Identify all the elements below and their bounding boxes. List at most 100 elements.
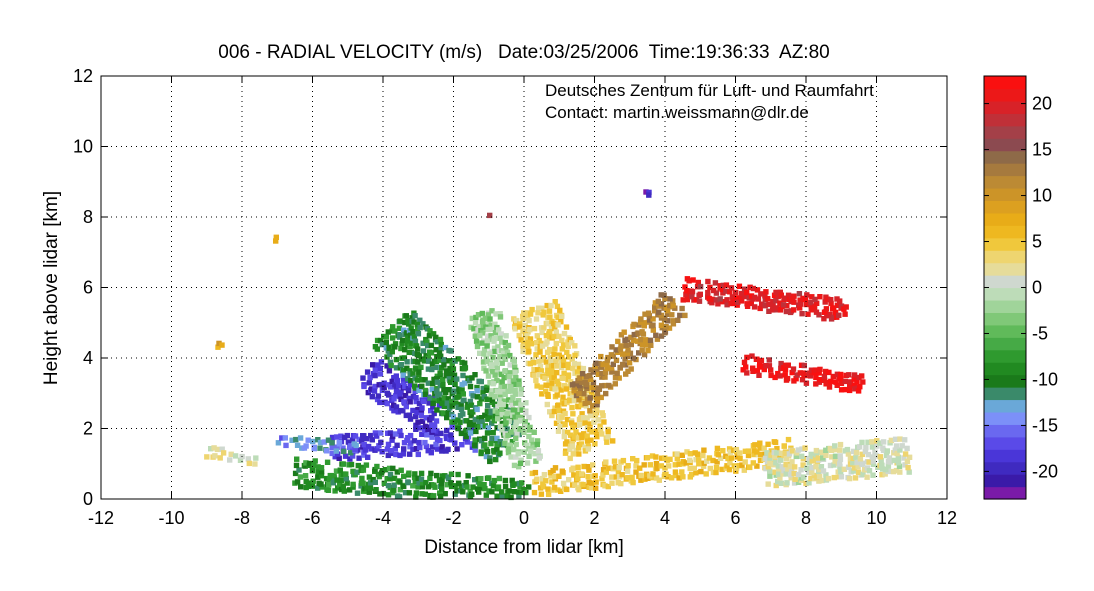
velocity-cell (880, 439, 887, 445)
velocity-cell (602, 382, 608, 389)
velocity-cell (602, 374, 608, 380)
velocity-cell (449, 403, 455, 409)
velocity-cell (217, 455, 223, 461)
velocity-cell (811, 304, 818, 311)
velocity-cell (401, 327, 407, 333)
velocity-cell (619, 472, 625, 478)
velocity-cell (625, 353, 631, 360)
velocity-cell (777, 289, 783, 295)
velocity-cell (340, 461, 347, 467)
velocity-cell (468, 413, 474, 419)
velocity-cell (748, 300, 754, 307)
velocity-cell (437, 357, 443, 363)
velocity-cell (639, 329, 645, 335)
velocity-cell (707, 284, 713, 291)
velocity-cell (850, 459, 856, 466)
velocity-cell (376, 443, 382, 449)
velocity-cell (805, 311, 811, 317)
velocity-cell (456, 393, 462, 400)
velocity-cell (354, 469, 360, 475)
velocity-cell (581, 391, 587, 397)
velocity-cell (544, 401, 550, 408)
velocity-cell (372, 372, 378, 379)
velocity-cell (583, 379, 589, 385)
x-tick-label: 4 (660, 508, 670, 528)
velocity-cell (791, 293, 797, 299)
velocity-cell (782, 295, 788, 301)
velocity-cell (492, 330, 499, 336)
velocity-cell (456, 389, 462, 395)
velocity-cell (554, 363, 560, 369)
velocity-cell (654, 465, 660, 471)
velocity-cell (579, 371, 586, 377)
velocity-cell (444, 414, 450, 421)
velocity-cell (576, 451, 582, 457)
velocity-cell (334, 477, 340, 483)
velocity-cell (857, 456, 864, 462)
velocity-cell (575, 361, 582, 368)
velocity-cell (854, 379, 860, 385)
velocity-cell (410, 371, 416, 377)
velocity-cell (680, 459, 686, 465)
velocity-cell (532, 451, 538, 457)
velocity-cell (531, 429, 537, 435)
velocity-cell (427, 475, 433, 482)
velocity-cell (487, 212, 493, 219)
velocity-cell (680, 474, 686, 480)
velocity-cell (393, 451, 399, 458)
velocity-cell (378, 359, 385, 365)
velocity-cell (400, 451, 407, 457)
velocity-cell (673, 472, 679, 479)
velocity-cell (547, 329, 553, 335)
velocity-cell (830, 373, 836, 380)
velocity-cell (518, 391, 524, 397)
velocity-cell (216, 340, 222, 347)
velocity-cell (324, 459, 331, 465)
velocity-cell (831, 462, 837, 468)
velocity-cell (369, 437, 375, 443)
velocity-cell (502, 431, 508, 437)
velocity-cell (863, 445, 869, 451)
velocity-cell (624, 350, 631, 356)
velocity-cell (586, 467, 592, 473)
velocity-cell (355, 447, 361, 453)
velocity-cell (502, 391, 508, 398)
velocity-cell (502, 440, 508, 446)
velocity-cell (413, 446, 420, 452)
velocity-cell (470, 393, 476, 399)
velocity-cell (631, 321, 637, 328)
velocity-cell (744, 289, 750, 296)
velocity-cell (862, 448, 869, 455)
velocity-cell (536, 358, 542, 365)
velocity-cell (419, 431, 425, 437)
velocity-cell (779, 464, 785, 470)
velocity-cell (443, 368, 450, 374)
velocity-cell (582, 448, 589, 454)
velocity-cell (842, 386, 848, 393)
velocity-cell (697, 283, 704, 290)
velocity-cell (467, 383, 474, 390)
velocity-cell (400, 407, 406, 414)
colorbar-tick-label: 10 (1032, 186, 1052, 206)
velocity-cell (383, 334, 389, 340)
velocity-cell (869, 454, 875, 460)
velocity-cell (742, 459, 748, 465)
velocity-cell (468, 402, 475, 408)
velocity-cell (499, 427, 505, 433)
velocity-cell (647, 462, 654, 468)
velocity-cell (452, 483, 458, 489)
velocity-cell (558, 319, 564, 325)
velocity-cell (516, 332, 522, 339)
velocity-cell (462, 365, 469, 371)
velocity-cell (492, 348, 498, 355)
velocity-cell (567, 455, 573, 462)
velocity-cell (502, 483, 509, 490)
velocity-cell (564, 416, 571, 423)
velocity-cell (715, 301, 721, 307)
velocity-cell (757, 440, 763, 446)
velocity-cell (473, 314, 479, 321)
velocity-cell (802, 445, 808, 451)
velocity-cell (438, 430, 444, 437)
colorbar-tick-label: 0 (1032, 278, 1042, 298)
velocity-cell (774, 305, 780, 311)
